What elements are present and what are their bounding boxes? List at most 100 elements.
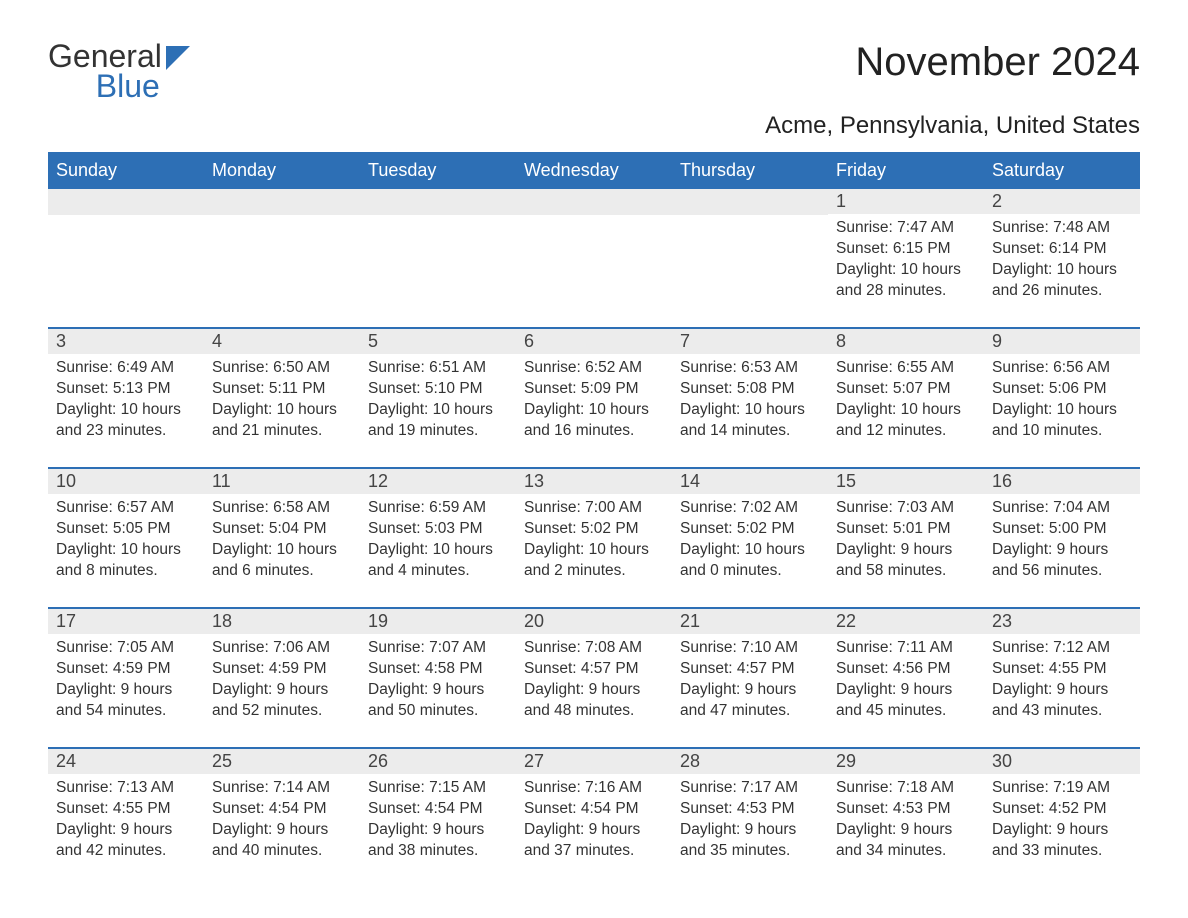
day-body: Sunrise: 7:13 AMSunset: 4:55 PMDaylight:… [48,774,204,862]
day-number: 3 [48,329,204,354]
day-number: 17 [48,609,204,634]
sunset-line: Sunset: 5:08 PM [680,379,820,400]
day-body: Sunrise: 6:49 AMSunset: 5:13 PMDaylight:… [48,354,204,442]
sunset-line: Sunset: 6:15 PM [836,239,976,260]
sunset-line: Sunset: 5:09 PM [524,379,664,400]
daylight-line: Daylight: 9 hours and 58 minutes. [836,540,976,582]
daylight-line: Daylight: 9 hours and 50 minutes. [368,680,508,722]
daylight-line: Daylight: 9 hours and 37 minutes. [524,820,664,862]
day-cell: 25Sunrise: 7:14 AMSunset: 4:54 PMDayligh… [204,749,360,867]
logo: General Blue [48,40,190,102]
day-number: 23 [984,609,1140,634]
day-cell [672,189,828,307]
day-number: 30 [984,749,1140,774]
sunset-line: Sunset: 5:03 PM [368,519,508,540]
day-number: 25 [204,749,360,774]
day-number: 1 [828,189,984,214]
day-cell: 23Sunrise: 7:12 AMSunset: 4:55 PMDayligh… [984,609,1140,727]
logo-triangle-icon [166,46,190,70]
sunset-line: Sunset: 6:14 PM [992,239,1132,260]
sunset-line: Sunset: 4:55 PM [56,799,196,820]
sunset-line: Sunset: 4:52 PM [992,799,1132,820]
day-number: 26 [360,749,516,774]
day-body: Sunrise: 7:08 AMSunset: 4:57 PMDaylight:… [516,634,672,722]
day-cell: 6Sunrise: 6:52 AMSunset: 5:09 PMDaylight… [516,329,672,447]
sunrise-line: Sunrise: 6:53 AM [680,358,820,379]
daylight-line: Daylight: 10 hours and 4 minutes. [368,540,508,582]
week-row: 3Sunrise: 6:49 AMSunset: 5:13 PMDaylight… [48,327,1140,447]
daylight-line: Daylight: 9 hours and 48 minutes. [524,680,664,722]
day-cell: 5Sunrise: 6:51 AMSunset: 5:10 PMDaylight… [360,329,516,447]
sunrise-line: Sunrise: 7:11 AM [836,638,976,659]
week-row: 24Sunrise: 7:13 AMSunset: 4:55 PMDayligh… [48,747,1140,867]
day-cell: 30Sunrise: 7:19 AMSunset: 4:52 PMDayligh… [984,749,1140,867]
day-cell: 18Sunrise: 7:06 AMSunset: 4:59 PMDayligh… [204,609,360,727]
daylight-line: Daylight: 10 hours and 10 minutes. [992,400,1132,442]
sunrise-line: Sunrise: 6:49 AM [56,358,196,379]
day-body: Sunrise: 7:05 AMSunset: 4:59 PMDaylight:… [48,634,204,722]
day-body: Sunrise: 7:06 AMSunset: 4:59 PMDaylight:… [204,634,360,722]
sunrise-line: Sunrise: 7:06 AM [212,638,352,659]
daylight-line: Daylight: 9 hours and 43 minutes. [992,680,1132,722]
day-cell: 17Sunrise: 7:05 AMSunset: 4:59 PMDayligh… [48,609,204,727]
day-body: Sunrise: 7:16 AMSunset: 4:54 PMDaylight:… [516,774,672,862]
sunset-line: Sunset: 4:56 PM [836,659,976,680]
sunset-line: Sunset: 4:59 PM [212,659,352,680]
day-body: Sunrise: 6:52 AMSunset: 5:09 PMDaylight:… [516,354,672,442]
day-cell: 7Sunrise: 6:53 AMSunset: 5:08 PMDaylight… [672,329,828,447]
day-number: 19 [360,609,516,634]
sunrise-line: Sunrise: 7:08 AM [524,638,664,659]
day-number: 2 [984,189,1140,214]
daylight-line: Daylight: 9 hours and 52 minutes. [212,680,352,722]
location: Acme, Pennsylvania, United States [48,112,1140,140]
day-number: 11 [204,469,360,494]
sunset-line: Sunset: 5:02 PM [524,519,664,540]
day-body: Sunrise: 7:14 AMSunset: 4:54 PMDaylight:… [204,774,360,862]
sunrise-line: Sunrise: 7:15 AM [368,778,508,799]
sunset-line: Sunset: 4:54 PM [212,799,352,820]
day-cell: 9Sunrise: 6:56 AMSunset: 5:06 PMDaylight… [984,329,1140,447]
weekday-header: Saturday [984,154,1140,187]
day-cell: 2Sunrise: 7:48 AMSunset: 6:14 PMDaylight… [984,189,1140,307]
day-number: 21 [672,609,828,634]
day-cell: 8Sunrise: 6:55 AMSunset: 5:07 PMDaylight… [828,329,984,447]
sunset-line: Sunset: 4:57 PM [680,659,820,680]
sunrise-line: Sunrise: 7:07 AM [368,638,508,659]
day-body: Sunrise: 7:03 AMSunset: 5:01 PMDaylight:… [828,494,984,582]
sunset-line: Sunset: 5:05 PM [56,519,196,540]
week-row: 17Sunrise: 7:05 AMSunset: 4:59 PMDayligh… [48,607,1140,727]
header: General Blue November 2024 [48,40,1140,102]
sunset-line: Sunset: 4:54 PM [524,799,664,820]
day-number [204,189,360,215]
day-body: Sunrise: 6:58 AMSunset: 5:04 PMDaylight:… [204,494,360,582]
day-cell: 16Sunrise: 7:04 AMSunset: 5:00 PMDayligh… [984,469,1140,587]
day-cell [516,189,672,307]
day-number: 29 [828,749,984,774]
sunrise-line: Sunrise: 7:00 AM [524,498,664,519]
week-row: 10 Sunrise: 6:57 AMSunset: 5:05 PM Dayligh… [48,467,1140,587]
day-cell: 20Sunrise: 7:08 AMSunset: 4:57 PMDayligh… [516,609,672,727]
day-body: Sunrise: 7:04 AMSunset: 5:00 PMDaylight:… [984,494,1140,582]
day-body: Sunrise: 6:56 AMSunset: 5:06 PMDaylight:… [984,354,1140,442]
daylight-line: Daylight: 9 hours and 38 minutes. [368,820,508,862]
weekday-header: Tuesday [360,154,516,187]
day-number: 13 [516,469,672,494]
sunset-line: Sunset: 5:00 PM [992,519,1132,540]
weekday-header: Monday [204,154,360,187]
day-number: 6 [516,329,672,354]
daylight-line: Daylight: 10 hours and 12 minutes. [836,400,976,442]
weekday-header-row: SundayMondayTuesdayWednesdayThursdayFrid… [48,152,1140,187]
month-title: November 2024 [855,40,1140,84]
day-body: Sunrise: 6:51 AMSunset: 5:10 PMDaylight:… [360,354,516,442]
day-number: 20 [516,609,672,634]
sunrise-line: Sunrise: 6:51 AM [368,358,508,379]
daylight-line: Daylight: 9 hours and 45 minutes. [836,680,976,722]
day-number: 10 [48,469,204,494]
day-number [48,189,204,215]
daylight-line: Daylight: 10 hours and 21 minutes. [212,400,352,442]
day-number: 9 [984,329,1140,354]
sunrise-line: Sunrise: 7:16 AM [524,778,664,799]
weekday-header: Wednesday [516,154,672,187]
sunrise-line: Sunrise: 6:57 AM [56,498,196,519]
logo-word-blue: Blue [48,70,162,102]
